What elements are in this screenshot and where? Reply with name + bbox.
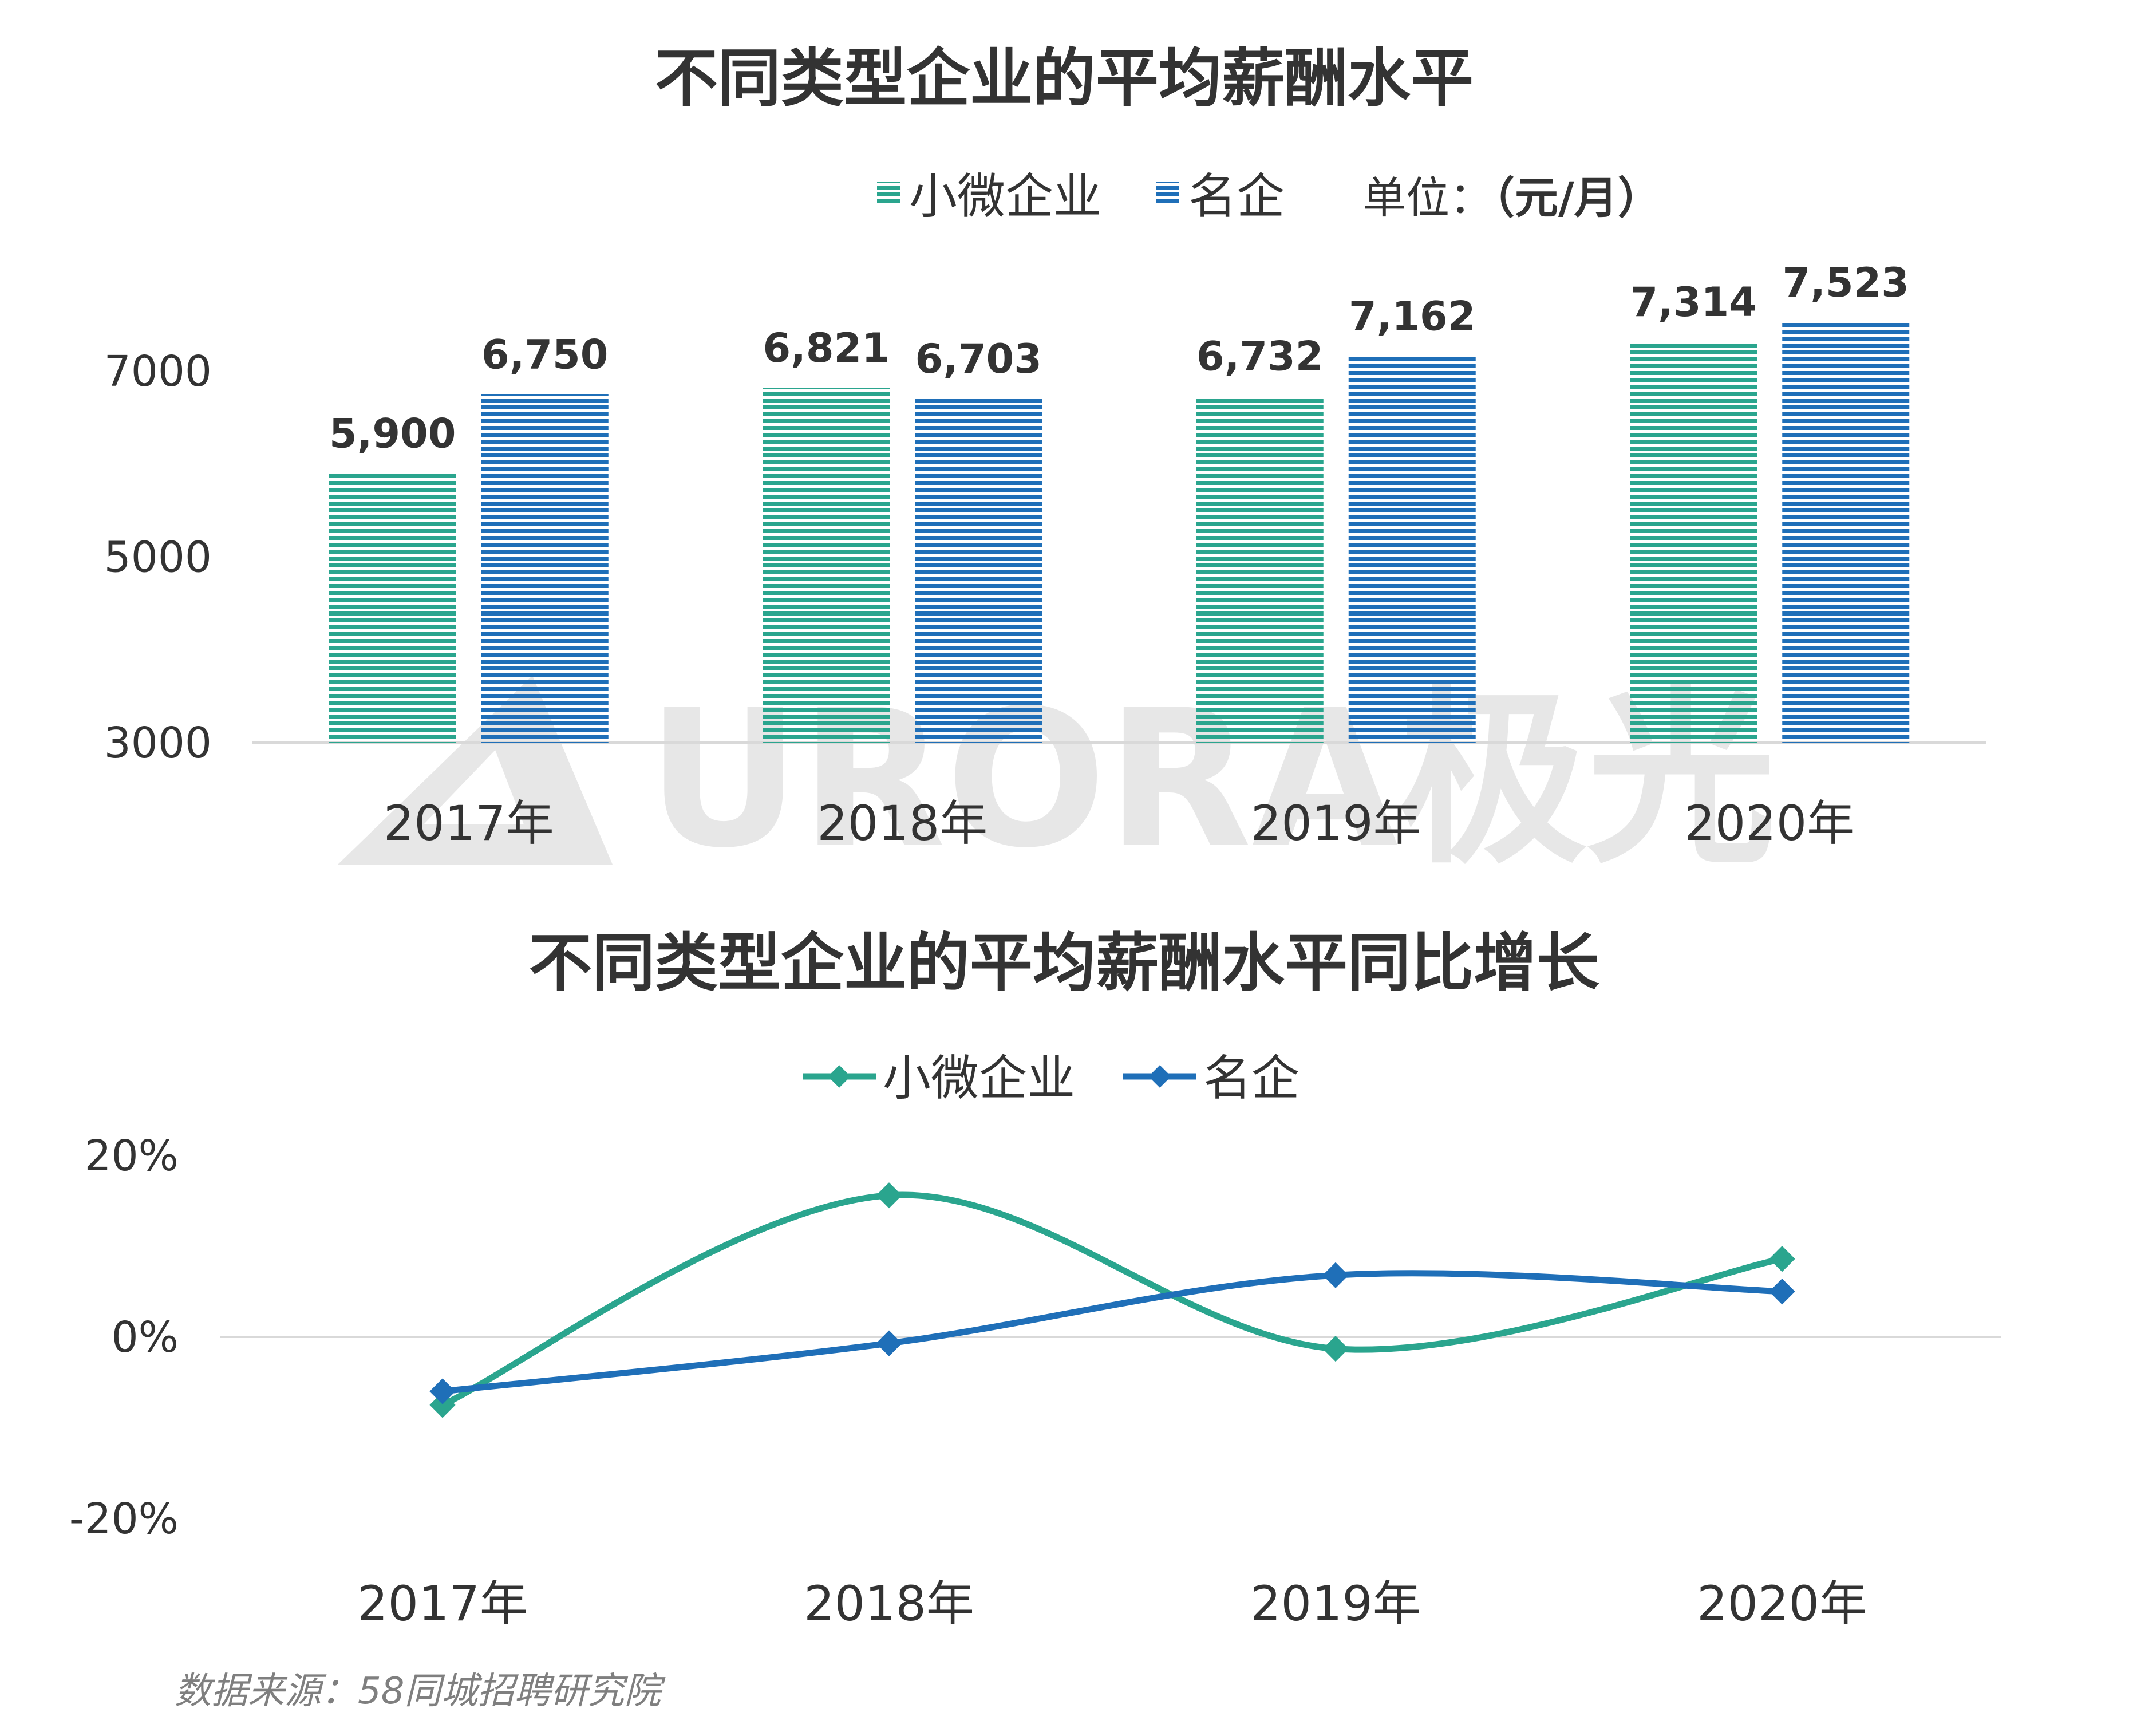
- bar-legend-swatch-famous: [1156, 182, 1179, 205]
- bar-unit-value: （元/月）: [1493, 172, 1661, 223]
- line-legend-item-famous[interactable]: 名企: [1123, 1050, 1299, 1106]
- line-legend-label-small: 小微企业: [883, 1050, 1075, 1106]
- bar-small-2: [1196, 396, 1324, 743]
- bar-x-labels: 2017年 2018年 2019年 2020年: [384, 795, 1855, 851]
- bar-chart: 不同类型企业的平均薪酬水平 小微企业 名企 单位：（元/月） 3000 5000 7…: [104, 42, 1986, 851]
- source-note: 数据来源：58同城招聘研究院: [175, 1670, 666, 1713]
- line-series-famous: [439, 1270, 1786, 1395]
- line-y-tick-label: -20%: [69, 1494, 179, 1544]
- bar-x-tick-label: 2018年: [817, 795, 988, 851]
- bar-marks: 5,900 6,750 6,821 6,703 6,732 7,162 7,314 7,523: [329, 259, 1910, 743]
- bar-unit-label: 单位：（元/月）: [1362, 172, 1661, 223]
- bar-unit-prefix: 单位：: [1362, 172, 1493, 223]
- line-legend-label-famous: 名企: [1203, 1050, 1299, 1106]
- bar-data-label: 5,900: [329, 410, 456, 457]
- bar-small-1: [763, 388, 890, 743]
- line-point-small-3: [1769, 1246, 1795, 1272]
- bar-legend: 小微企业 名企 单位：（元/月）: [877, 168, 1661, 224]
- line-x-tick-label: 2017年: [357, 1576, 528, 1632]
- line-x-tick-label: 2020年: [1697, 1576, 1867, 1632]
- line-point-small-2: [1322, 1335, 1349, 1362]
- bar-x-tick-label: 2017年: [384, 795, 554, 851]
- line-x-tick-label: 2019年: [1250, 1576, 1421, 1632]
- bar-data-label: 7,162: [1349, 293, 1475, 340]
- line-x-tick-label: 2018年: [804, 1576, 974, 1632]
- bar-data-label: 7,314: [1630, 279, 1757, 326]
- bar-legend-label-small: 小微企业: [909, 168, 1101, 224]
- line-series-small: [439, 1191, 1786, 1408]
- bar-famous-1: [915, 399, 1042, 743]
- line-point-small-0: [429, 1392, 456, 1418]
- bar-y-tick-label: 5000: [104, 533, 212, 582]
- bar-data-label: 7,523: [1783, 259, 1909, 306]
- bar-famous-3: [1782, 322, 1910, 743]
- line-legend: 小微企业 名企: [803, 1050, 1299, 1106]
- line-y-tick-label: 20%: [85, 1131, 179, 1181]
- bar-famous-0: [481, 394, 609, 743]
- line-legend-marker-small: [828, 1065, 851, 1088]
- bar-x-tick-label: 2020年: [1684, 795, 1855, 851]
- bar-y-ticks: 3000 5000 7000: [104, 347, 212, 768]
- line-point-famous-1: [876, 1330, 902, 1356]
- line-point-famous-3: [1769, 1279, 1795, 1305]
- bar-chart-title: 不同类型企业的平均薪酬水平: [655, 42, 1474, 115]
- bar-data-label: 6,732: [1196, 333, 1323, 380]
- line-y-ticks: -20% 0% 20%: [69, 1131, 179, 1544]
- bar-small-0: [329, 473, 456, 743]
- line-y-tick-label: 0%: [112, 1313, 179, 1362]
- line-marks: [429, 1182, 1795, 1418]
- bar-small-3: [1630, 342, 1757, 743]
- line-point-famous-2: [1322, 1262, 1349, 1288]
- bar-famous-2: [1348, 356, 1476, 743]
- line-legend-marker-famous: [1148, 1065, 1171, 1088]
- bar-x-tick-label: 2019年: [1251, 795, 1421, 851]
- bar-y-tick-label: 7000: [104, 347, 212, 396]
- line-point-famous-0: [429, 1378, 456, 1404]
- bar-data-label: 6,821: [763, 325, 890, 372]
- line-x-labels: 2017年 2018年 2019年 2020年: [357, 1576, 1867, 1632]
- bar-y-tick-label: 3000: [104, 719, 212, 768]
- bar-legend-swatch-small: [877, 182, 900, 205]
- line-point-small-1: [876, 1182, 902, 1209]
- line-legend-item-small[interactable]: 小微企业: [803, 1050, 1075, 1106]
- bar-legend-label-famous: 名企: [1188, 168, 1285, 224]
- bar-data-label: 6,703: [915, 336, 1042, 382]
- bar-legend-item-small[interactable]: 小微企业: [877, 168, 1101, 224]
- line-chart-title: 不同类型企业的平均薪酬水平同比增长: [529, 926, 1599, 1000]
- line-chart: 不同类型企业的平均薪酬水平同比增长 小微企业 名企 -20% 0% 20% 2017…: [69, 926, 2001, 1632]
- bar-legend-item-famous[interactable]: 名企: [1156, 168, 1285, 224]
- bar-data-label: 6,750: [481, 332, 608, 378]
